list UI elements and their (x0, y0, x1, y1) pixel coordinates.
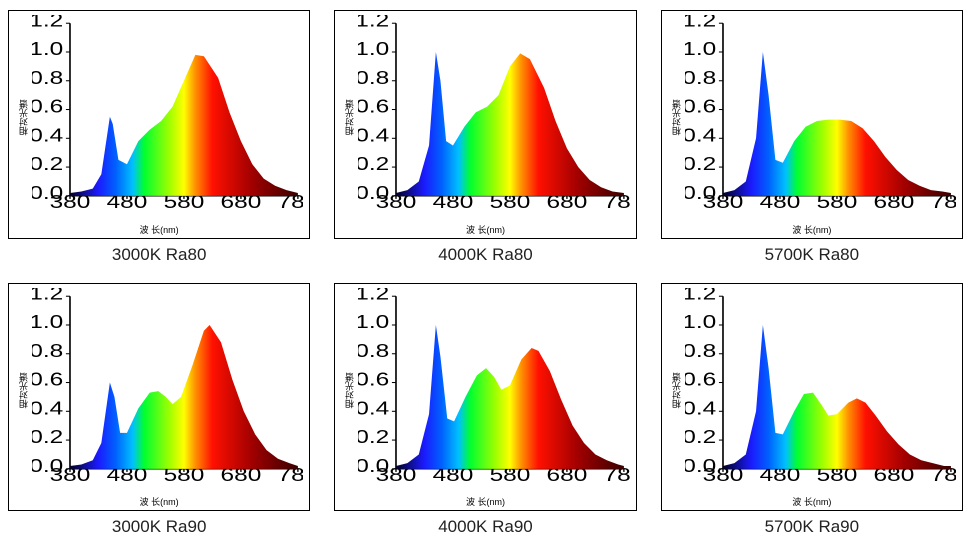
svg-text:0.2: 0.2 (32, 153, 63, 174)
y-axis-label: 相对光谱 (668, 15, 685, 221)
svg-text:0.4: 0.4 (32, 397, 63, 418)
svg-text:0.8: 0.8 (685, 339, 716, 360)
caption-1: 4000K Ra80 (438, 239, 533, 265)
svg-text:0.8: 0.8 (32, 67, 63, 88)
plot-area-5: 0.00.20.40.60.81.01.2380480580680780 (685, 288, 956, 494)
panel-3: 相对光谱 0.00.20.40.60.81.01.238048058068078… (8, 283, 310, 512)
plot-area-4: 0.00.20.40.60.81.01.2380480580680780 (358, 288, 629, 494)
cell-1: 相对光谱 0.00.20.40.60.81.01.238048058068078… (334, 10, 636, 265)
svg-text:0.4: 0.4 (358, 124, 389, 145)
cell-5: 相对光谱 0.00.20.40.60.81.01.238048058068078… (661, 283, 963, 538)
svg-text:0.6: 0.6 (685, 368, 716, 389)
x-axis-label: 波 长(nm) (668, 221, 956, 236)
x-axis-label: 波 长(nm) (341, 493, 629, 508)
y-axis-label: 相对光谱 (15, 288, 32, 494)
svg-text:0.4: 0.4 (358, 397, 389, 418)
x-axis-label: 波 长(nm) (15, 493, 303, 508)
cell-3: 相对光谱 0.00.20.40.60.81.01.238048058068078… (8, 283, 310, 538)
svg-text:1.0: 1.0 (32, 310, 63, 331)
svg-text:0.4: 0.4 (685, 124, 716, 145)
svg-text:1.2: 1.2 (685, 15, 716, 31)
x-axis-label: 波 长(nm) (668, 493, 956, 508)
caption-5: 5700K Ra90 (765, 511, 860, 537)
x-axis-label: 波 长(nm) (15, 221, 303, 236)
svg-text:0.6: 0.6 (358, 96, 389, 117)
plot-area-1: 0.00.20.40.60.81.01.2380480580680780 (358, 15, 629, 221)
svg-text:0.8: 0.8 (32, 339, 63, 360)
caption-2: 5700K Ra80 (765, 239, 860, 265)
panel-1: 相对光谱 0.00.20.40.60.81.01.238048058068078… (334, 10, 636, 239)
svg-text:1.0: 1.0 (358, 38, 389, 59)
svg-text:0.2: 0.2 (685, 426, 716, 447)
svg-text:0.6: 0.6 (32, 96, 63, 117)
y-axis-label: 相对光谱 (341, 288, 358, 494)
panel-0: 相对光谱 0.00.20.40.60.81.01.238048058068078… (8, 10, 310, 239)
plot-area-2: 0.00.20.40.60.81.01.2380480580680780 (685, 15, 956, 221)
y-axis-label: 相对光谱 (341, 15, 358, 221)
svg-text:1.2: 1.2 (358, 15, 389, 31)
y-axis-label: 相对光谱 (668, 288, 685, 494)
svg-text:0.2: 0.2 (32, 426, 63, 447)
svg-text:0.6: 0.6 (32, 368, 63, 389)
caption-0: 3000K Ra80 (112, 239, 207, 265)
cell-2: 相对光谱 0.00.20.40.60.81.01.238048058068078… (661, 10, 963, 265)
x-axis-label: 波 长(nm) (341, 221, 629, 236)
svg-text:0.2: 0.2 (358, 426, 389, 447)
svg-text:0.4: 0.4 (32, 124, 63, 145)
caption-3: 3000K Ra90 (112, 511, 207, 537)
svg-text:1.0: 1.0 (358, 310, 389, 331)
panel-5: 相对光谱 0.00.20.40.60.81.01.238048058068078… (661, 283, 963, 512)
svg-text:1.2: 1.2 (32, 288, 63, 304)
svg-text:1.2: 1.2 (685, 288, 716, 304)
svg-text:0.8: 0.8 (358, 67, 389, 88)
svg-text:0.8: 0.8 (685, 67, 716, 88)
svg-text:0.2: 0.2 (358, 153, 389, 174)
svg-text:0.6: 0.6 (358, 368, 389, 389)
caption-4: 4000K Ra90 (438, 511, 533, 537)
svg-text:0.6: 0.6 (685, 96, 716, 117)
svg-text:0.2: 0.2 (685, 153, 716, 174)
cell-4: 相对光谱 0.00.20.40.60.81.01.238048058068078… (334, 283, 636, 538)
spectrum-grid: 相对光谱 0.00.20.40.60.81.01.238048058068078… (0, 0, 971, 543)
y-axis-label: 相对光谱 (15, 15, 32, 221)
cell-0: 相对光谱 0.00.20.40.60.81.01.238048058068078… (8, 10, 310, 265)
panel-2: 相对光谱 0.00.20.40.60.81.01.238048058068078… (661, 10, 963, 239)
svg-text:0.8: 0.8 (358, 339, 389, 360)
plot-area-3: 0.00.20.40.60.81.01.2380480580680780 (32, 288, 303, 494)
plot-area-0: 0.00.20.40.60.81.01.2380480580680780 (32, 15, 303, 221)
svg-text:1.2: 1.2 (32, 15, 63, 31)
svg-text:1.0: 1.0 (685, 310, 716, 331)
svg-text:1.0: 1.0 (32, 38, 63, 59)
svg-text:1.0: 1.0 (685, 38, 716, 59)
svg-text:1.2: 1.2 (358, 288, 389, 304)
panel-4: 相对光谱 0.00.20.40.60.81.01.238048058068078… (334, 283, 636, 512)
svg-text:0.4: 0.4 (685, 397, 716, 418)
